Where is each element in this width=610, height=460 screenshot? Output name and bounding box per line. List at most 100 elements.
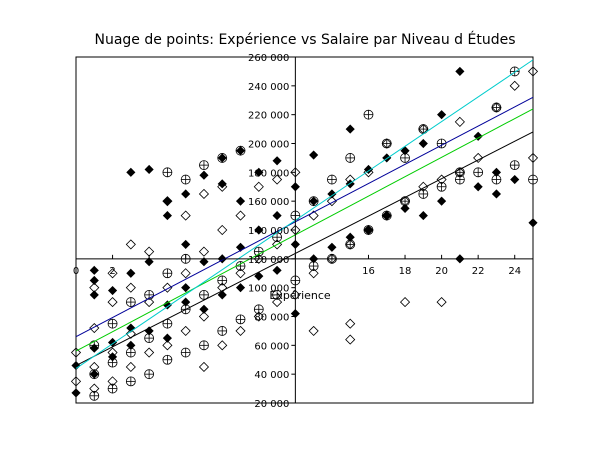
y-tick-label: 140 000 — [248, 226, 289, 237]
x-tick-label: 2 — [109, 266, 115, 277]
data-point — [217, 340, 228, 351]
data-point — [107, 285, 118, 296]
data-point — [418, 211, 428, 221]
data-point — [89, 390, 100, 401]
data-point — [125, 376, 136, 387]
data-point — [107, 268, 118, 279]
data-point — [473, 167, 484, 178]
trend-lines — [75, 59, 534, 369]
data-point — [272, 289, 282, 300]
data-point — [272, 211, 282, 221]
data-point — [327, 189, 337, 199]
data-point — [199, 304, 209, 314]
data-point — [162, 354, 173, 365]
x-tick-label: 20 — [435, 266, 448, 277]
y-tick-label: 180 000 — [248, 168, 289, 179]
data-point — [473, 131, 483, 141]
data-point — [199, 289, 209, 300]
data-point — [381, 138, 392, 149]
data-point — [272, 174, 283, 185]
plot-frame — [75, 56, 534, 404]
data-point — [107, 357, 118, 368]
data-point — [400, 203, 410, 213]
data-point — [144, 246, 155, 257]
data-point — [180, 174, 191, 185]
data-point — [125, 297, 136, 307]
data-point — [70, 347, 82, 358]
data-point — [235, 325, 246, 336]
x-tick-label: 24 — [508, 266, 521, 277]
y-tick-label: 220 000 — [248, 111, 289, 122]
data-point — [217, 224, 228, 236]
data-point — [327, 174, 337, 185]
data-point — [125, 347, 136, 358]
data-point — [71, 388, 81, 398]
data-point — [107, 383, 118, 394]
y-tick-label: 20 000 — [254, 399, 289, 410]
data-point — [107, 318, 118, 329]
data-point — [180, 268, 191, 279]
data-point — [180, 347, 191, 358]
data-point — [125, 239, 136, 250]
data-point — [491, 174, 502, 185]
data-point — [363, 164, 374, 175]
data-point — [254, 225, 264, 235]
y-tick-label: 40 000 — [254, 370, 289, 381]
data-point — [198, 361, 210, 373]
data-point — [89, 369, 100, 380]
data-point — [162, 211, 172, 221]
data-point — [162, 333, 172, 343]
data-point — [527, 66, 539, 77]
x-tick-label: 0 — [73, 266, 79, 277]
data-point — [491, 102, 502, 113]
data-point — [107, 297, 118, 308]
data-point — [217, 181, 228, 192]
data-point — [217, 290, 227, 300]
data-point — [89, 275, 99, 286]
trend-line — [75, 59, 534, 369]
data-point — [217, 326, 228, 336]
data-point — [235, 145, 246, 156]
data-point — [528, 218, 538, 228]
chart-title: Nuage de points: Expérience vs Salaire p… — [94, 31, 515, 48]
data-point — [345, 153, 356, 163]
axes-layer: 0 2 16 18 20 22 24 20 000 40 000 60 000 80 000 100 … — [73, 53, 533, 410]
y-tick-label: 160 000 — [248, 197, 289, 208]
data-point — [437, 110, 447, 120]
data-point — [89, 265, 99, 275]
data-point — [125, 282, 136, 293]
x-tick-label: 22 — [472, 266, 485, 277]
data-point — [89, 282, 100, 293]
data-point — [217, 275, 228, 286]
data-point — [235, 283, 246, 293]
data-point — [308, 196, 319, 207]
data-point — [162, 196, 172, 206]
data-point — [235, 268, 246, 279]
y-tick-label: 200 000 — [248, 140, 289, 151]
data-point — [272, 156, 282, 166]
data-point — [510, 174, 520, 185]
data-point — [107, 347, 118, 358]
data-point — [327, 242, 337, 252]
data-point — [253, 253, 264, 264]
data-point — [253, 311, 264, 322]
data-point — [308, 325, 319, 336]
y-tick-label: 80 000 — [254, 313, 289, 324]
x-tick-label: 18 — [399, 266, 412, 277]
data-point — [473, 182, 483, 192]
data-point — [455, 66, 465, 76]
data-point — [309, 150, 319, 160]
trend-line — [75, 96, 534, 338]
data-point — [217, 282, 228, 293]
data-point — [199, 340, 209, 351]
data-point — [144, 257, 154, 267]
data-point — [89, 290, 99, 300]
x-axis-label: Expérience — [269, 289, 331, 302]
data-point — [509, 66, 520, 77]
data-point — [162, 196, 173, 207]
data-point — [181, 283, 191, 293]
data-point — [126, 268, 136, 278]
data-point — [144, 369, 155, 380]
data-point — [400, 196, 410, 207]
